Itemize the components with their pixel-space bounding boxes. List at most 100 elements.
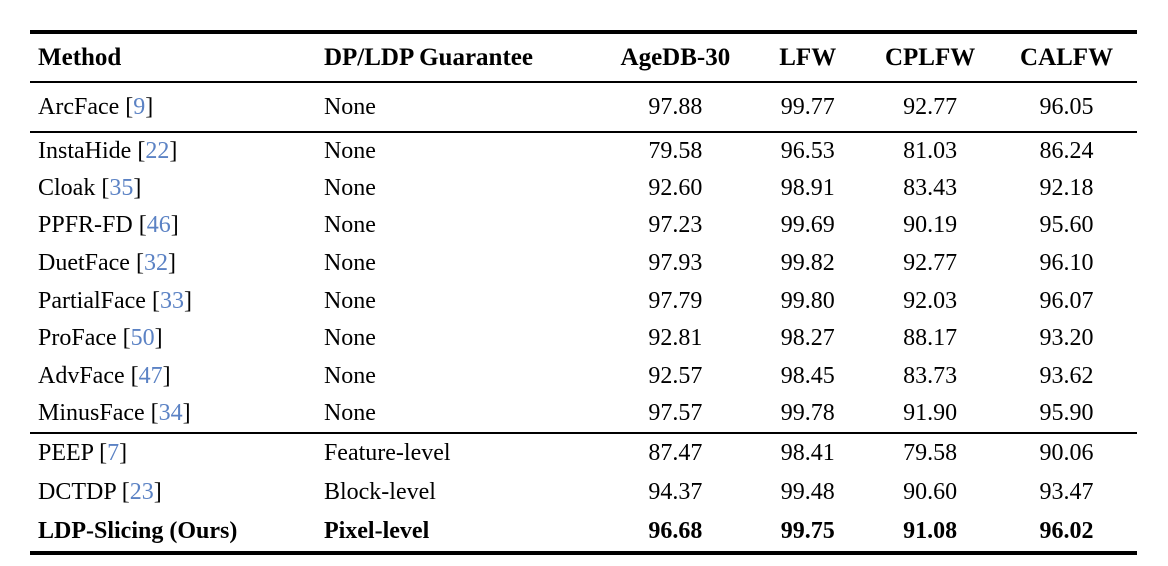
value-cell-agedb-30: 97.79 xyxy=(648,287,703,314)
method-cell: DuetFace [32] xyxy=(38,250,176,277)
value-cell-lfw: 96.53 xyxy=(780,137,835,164)
method-name: PartialFace xyxy=(38,287,146,314)
value-cell-lfw: 99.82 xyxy=(780,250,835,277)
value-cell-calfw: 93.62 xyxy=(1039,362,1094,389)
method-name: DuetFace xyxy=(38,250,130,277)
value-cell-lfw: 98.91 xyxy=(780,174,835,201)
column-header-lfw: LFW xyxy=(779,43,837,71)
value-cell-agedb-30: 97.88 xyxy=(648,93,703,120)
citation-link[interactable]: 22 xyxy=(145,137,170,164)
citation-link[interactable]: 50 xyxy=(130,325,155,352)
value-cell-lfw: 99.78 xyxy=(780,399,835,426)
value-cell-cplfw: 79.58 xyxy=(903,439,958,466)
method-name: PPFR-FD xyxy=(38,212,133,239)
value-cell-calfw: 86.24 xyxy=(1039,137,1094,164)
value-cell-calfw: 95.90 xyxy=(1039,399,1094,426)
table-row-dp-ldp-methods-1: DCTDP [23] Block-level 94.37 99.48 90.60 93.4… xyxy=(30,473,1137,513)
table-row-no-guarantee-methods-2: PPFR-FD [46] None 97.23 99.69 90.19 95.60 xyxy=(30,207,1137,245)
method-name: ArcFace xyxy=(38,93,120,120)
table-row-dp-ldp-methods-2: LDP-Slicing (Ours) Pixel-level 96.68 99.75 9… xyxy=(30,513,1137,553)
citation-link[interactable]: 33 xyxy=(159,287,184,314)
table-section-dp-ldp-methods: PEEP [7] Feature-level 87.47 98.41 79.58 90.0… xyxy=(30,432,1137,553)
value-cell-agedb-30: 96.68 xyxy=(648,518,703,545)
method-cell: PEEP [7] xyxy=(38,439,128,466)
method-cell: PPFR-FD [46] xyxy=(38,212,179,239)
method-cell: DCTDP [23] xyxy=(38,479,162,506)
table-row-dp-ldp-methods-0: PEEP [7] Feature-level 87.47 98.41 79.58 90.0… xyxy=(30,433,1137,473)
column-header-calfw: CALFW xyxy=(1020,43,1114,71)
method-cell: ProFace [50] xyxy=(38,325,163,352)
guarantee-cell: Pixel-level xyxy=(323,518,430,545)
value-cell-lfw: 98.45 xyxy=(780,362,835,389)
guarantee-cell: None xyxy=(323,399,376,426)
citation-link[interactable]: 35 xyxy=(109,174,134,201)
value-cell-cplfw: 88.17 xyxy=(903,325,958,352)
citation-link[interactable]: 34 xyxy=(158,399,183,426)
value-cell-cplfw: 90.19 xyxy=(903,212,958,239)
table-row-no-guarantee-methods-7: MinusFace [34] None 97.57 99.78 91.90 95.90 xyxy=(30,395,1137,433)
value-cell-lfw: 98.41 xyxy=(780,439,835,466)
citation-link[interactable]: 47 xyxy=(138,362,163,389)
value-cell-calfw: 93.20 xyxy=(1039,325,1094,352)
table-row-no-guarantee-methods-6: AdvFace [47] None 92.57 98.45 83.73 93.62 xyxy=(30,358,1137,396)
table-header: Method DP/LDP Guarantee AgeDB-30 LFW CPLFW CA… xyxy=(30,32,1137,82)
citation-link[interactable]: 7 xyxy=(107,439,120,466)
table-section-no-guarantee-methods: InstaHide [22] None 79.58 96.53 81.03 86.24 Cl… xyxy=(30,132,1137,433)
value-cell-cplfw: 83.43 xyxy=(903,174,958,201)
value-cell-calfw: 96.02 xyxy=(1039,518,1094,545)
guarantee-cell: None xyxy=(323,174,376,201)
value-cell-agedb-30: 97.57 xyxy=(648,399,703,426)
value-cell-cplfw: 83.73 xyxy=(903,362,958,389)
method-cell: PartialFace [33] xyxy=(38,287,192,314)
value-cell-lfw: 99.80 xyxy=(780,287,835,314)
citation-link[interactable]: 9 xyxy=(133,93,146,120)
guarantee-cell: None xyxy=(323,362,376,389)
guarantee-cell: None xyxy=(323,287,376,314)
value-cell-calfw: 96.05 xyxy=(1039,93,1094,120)
method-name: PEEP xyxy=(38,439,94,466)
value-cell-cplfw: 91.08 xyxy=(903,518,958,545)
value-cell-cplfw: 92.77 xyxy=(903,250,958,277)
results-table: Method DP/LDP Guarantee AgeDB-30 LFW CPLFW CA… xyxy=(30,30,1137,555)
header-row: Method DP/LDP Guarantee AgeDB-30 LFW CPLFW CA… xyxy=(30,32,1137,82)
method-cell: MinusFace [34] xyxy=(38,399,191,426)
value-cell-cplfw: 91.90 xyxy=(903,399,958,426)
value-cell-lfw: 98.27 xyxy=(780,325,835,352)
value-cell-lfw: 99.69 xyxy=(780,212,835,239)
method-cell: AdvFace [47] xyxy=(38,362,171,389)
method-cell: LDP-Slicing (Ours) xyxy=(30,513,324,553)
value-cell-agedb-30: 79.58 xyxy=(648,137,703,164)
value-cell-agedb-30: 87.47 xyxy=(648,439,703,466)
table-section-baseline: ArcFace [9] None 97.88 99.77 92.77 96.05 xyxy=(30,82,1137,132)
guarantee-cell: None xyxy=(323,250,376,277)
table-row-no-guarantee-methods-0: InstaHide [22] None 79.58 96.53 81.03 86.24 xyxy=(30,132,1137,170)
value-cell-calfw: 96.07 xyxy=(1039,287,1094,314)
guarantee-cell: Feature-level xyxy=(323,439,451,466)
guarantee-cell: None xyxy=(323,212,376,239)
method-name: LDP-Slicing (Ours) xyxy=(38,518,238,545)
table-row-no-guarantee-methods-5: ProFace [50] None 92.81 98.27 88.17 93.20 xyxy=(30,320,1137,358)
method-name: InstaHide xyxy=(38,137,132,164)
value-cell-lfw: 99.75 xyxy=(780,518,835,545)
column-header-agedb-30: AgeDB-30 xyxy=(620,43,731,71)
citation-link[interactable]: 23 xyxy=(129,479,154,506)
value-cell-cplfw: 92.03 xyxy=(903,287,958,314)
method-name: AdvFace xyxy=(38,362,125,389)
value-cell-calfw: 92.18 xyxy=(1039,174,1094,201)
method-cell: Cloak [35] xyxy=(38,174,142,201)
value-cell-cplfw: 92.77 xyxy=(903,93,958,120)
citation-link[interactable]: 32 xyxy=(143,250,168,277)
value-cell-calfw: 96.10 xyxy=(1039,250,1094,277)
guarantee-cell: None xyxy=(323,325,376,352)
guarantee-cell: None xyxy=(323,93,376,120)
method-name: DCTDP xyxy=(38,479,116,506)
column-header-method: Method xyxy=(38,43,122,71)
value-cell-lfw: 99.77 xyxy=(780,93,835,120)
value-cell-agedb-30: 97.93 xyxy=(648,250,703,277)
method-cell: InstaHide [22] xyxy=(38,137,178,164)
guarantee-cell: Block-level xyxy=(323,479,436,506)
table-row-no-guarantee-methods-3: DuetFace [32] None 97.93 99.82 92.77 96.10 xyxy=(30,245,1137,283)
citation-link[interactable]: 46 xyxy=(146,212,171,239)
value-cell-agedb-30: 94.37 xyxy=(648,479,703,506)
